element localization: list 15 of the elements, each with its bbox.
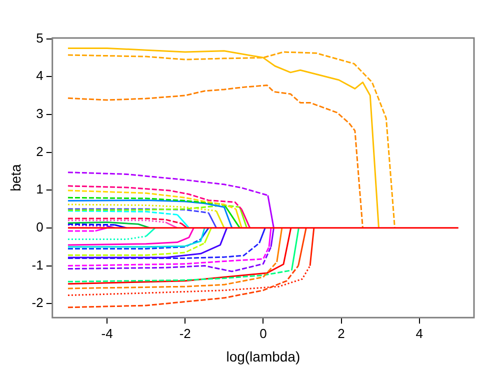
y-tick-label: 4 (36, 68, 44, 84)
y-tick-label: 2 (36, 144, 44, 159)
x-axis-title: log(lambda) (226, 348, 300, 364)
x-tick-label: 4 (416, 326, 423, 341)
y-tick-label: -1 (32, 257, 44, 272)
y-axis-title: beta (7, 164, 24, 192)
y-tick-label: 3 (36, 106, 44, 122)
y-tick-label: 1 (36, 182, 44, 197)
y-tick-label: 5 (36, 30, 44, 46)
y-tick-label: 0 (36, 220, 44, 235)
x-tick-label: -2 (179, 326, 191, 341)
x-tick-label: -4 (101, 326, 113, 341)
y-tick-label: -2 (32, 295, 44, 310)
x-tick-label: 0 (260, 326, 267, 341)
x-tick-label: 2 (338, 326, 345, 341)
